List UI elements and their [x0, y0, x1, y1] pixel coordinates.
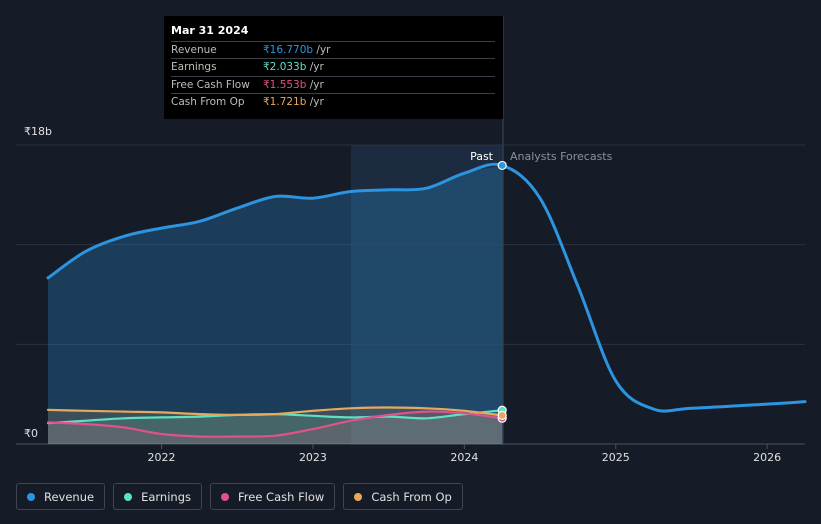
- revenue-marker: [497, 160, 507, 171]
- legend-dot-icon: [354, 492, 363, 501]
- revenue-line: [46, 162, 807, 413]
- tooltip-date: Mar 31 2024: [171, 24, 249, 37]
- legend-label: Free Cash Flow: [238, 489, 325, 504]
- free-cash-flow-area: [48, 411, 503, 444]
- y-tick-label-zero: ₹0: [24, 427, 38, 440]
- past-label: Past: [470, 150, 494, 163]
- forecast-label: Analysts Forecasts: [510, 150, 613, 163]
- cash-from-op-line: [46, 406, 504, 417]
- legend-dot-icon: [221, 492, 229, 501]
- tooltip-unit: /yr: [313, 44, 331, 56]
- tooltip-value: ₹1.721b: [263, 96, 307, 109]
- tooltip: Mar 31 2024 Revenue ₹16.770b /yr Earning…: [164, 16, 503, 119]
- x-tick-label: 2026: [753, 451, 781, 464]
- x-tick-label: 2023: [299, 451, 327, 464]
- earnings-area: [48, 410, 503, 444]
- series-areas: [48, 165, 503, 444]
- tooltip-row-cash-from-op: Cash From Op ₹1.721b /yr: [171, 93, 495, 110]
- x-tick-label: 2024: [450, 451, 478, 464]
- legend-dot-icon: [27, 492, 35, 501]
- legend-label: Cash From Op: [371, 489, 452, 504]
- free-cash-flow-line: [46, 410, 504, 438]
- tooltip-label: Cash From Op: [171, 96, 245, 109]
- tooltip-unit: /yr: [306, 78, 324, 91]
- legend-item-cash-from-op[interactable]: Cash From Op: [343, 483, 463, 510]
- tooltip-unit: /yr: [306, 61, 324, 74]
- tooltip-row-revenue: Revenue ₹16.770b /yr: [171, 41, 495, 58]
- tooltip-value: ₹16.770b: [263, 44, 314, 56]
- cash-from-op-marker: [497, 410, 507, 421]
- legend: Revenue Earnings Free Cash Flow Cash Fro…: [16, 483, 463, 510]
- tooltip-row-earnings: Earnings ₹2.033b /yr: [171, 58, 495, 75]
- legend-item-earnings[interactable]: Earnings: [113, 483, 202, 510]
- revenue-area: [48, 165, 503, 444]
- x-tick-label: 2022: [148, 451, 176, 464]
- tooltip-label: Free Cash Flow: [171, 78, 250, 91]
- legend-label: Revenue: [44, 489, 95, 504]
- highlight-region: [351, 145, 503, 445]
- x-tick-labels: 2022 2023 2024 2025 2026: [148, 444, 781, 464]
- x-tick-label: 2025: [602, 451, 630, 464]
- series-markers: [497, 160, 507, 423]
- tooltip-value: ₹2.033b: [263, 61, 307, 74]
- y-tick-label-max: ₹18b: [24, 125, 52, 138]
- tooltip-label: Earnings: [171, 61, 217, 74]
- tooltip-label: Revenue: [171, 44, 217, 56]
- legend-label: Earnings: [141, 489, 191, 504]
- tooltip-value: ₹1.553b: [263, 78, 307, 91]
- series-lines: [46, 162, 807, 438]
- legend-item-revenue[interactable]: Revenue: [16, 483, 106, 510]
- legend-dot-icon: [124, 492, 133, 501]
- tooltip-row-free-cash-flow: Free Cash Flow ₹1.553b /yr: [171, 75, 495, 93]
- legend-item-free-cash-flow[interactable]: Free Cash Flow: [210, 483, 336, 510]
- grid-lines: [16, 144, 805, 445]
- tooltip-unit: /yr: [306, 96, 324, 109]
